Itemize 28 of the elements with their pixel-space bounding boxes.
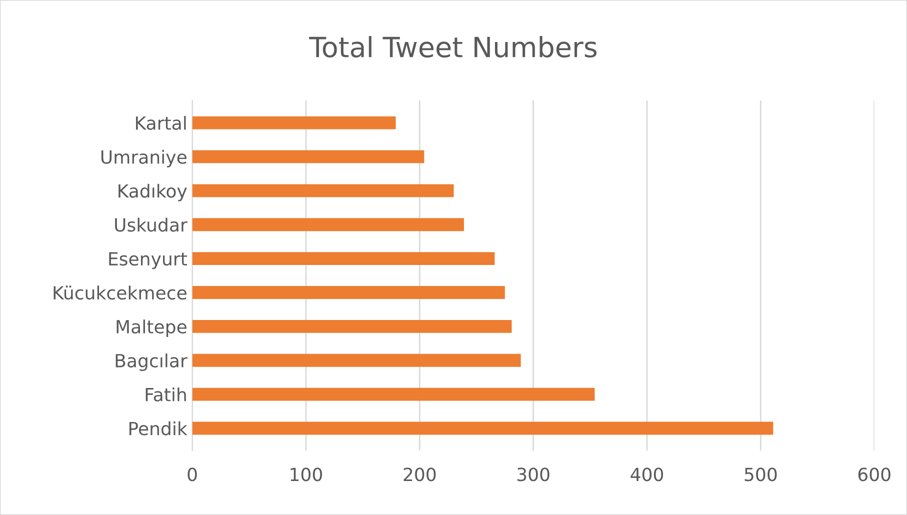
bar xyxy=(192,252,495,266)
x-tick-label: 200 xyxy=(404,468,436,482)
y-tick-label: Kücukcekmece xyxy=(54,286,186,300)
bar xyxy=(192,150,424,164)
bar xyxy=(192,184,454,198)
bar xyxy=(192,286,505,299)
x-tick-label: 300 xyxy=(517,468,550,482)
y-tick-label: Kadıkoy xyxy=(118,184,187,202)
x-tick-label: 100 xyxy=(290,468,322,482)
y-tick-label: Fatih xyxy=(146,387,186,402)
y-tick-label: Umraniye xyxy=(101,150,186,168)
bar xyxy=(192,218,464,232)
y-tick-label: Bagcılar xyxy=(116,354,188,371)
bar xyxy=(192,422,774,435)
x-tick-label: 400 xyxy=(630,468,664,482)
y-tick-label: Esenyurt xyxy=(109,252,187,270)
y-tick-label: Maltepe xyxy=(116,320,186,338)
y-tick-label: Uskudar xyxy=(115,218,188,232)
bar xyxy=(192,116,396,130)
x-tick-label: 0 xyxy=(188,468,197,482)
chart-title: Total Tweet Numbers xyxy=(309,36,597,58)
y-tick-label: Pendik xyxy=(129,421,188,436)
x-tick-label: 600 xyxy=(858,468,890,482)
bar xyxy=(192,354,521,367)
bar xyxy=(192,388,595,401)
y-tick-label: Kartal xyxy=(136,116,186,130)
bar xyxy=(192,320,512,333)
x-tick-label: 500 xyxy=(744,468,777,482)
